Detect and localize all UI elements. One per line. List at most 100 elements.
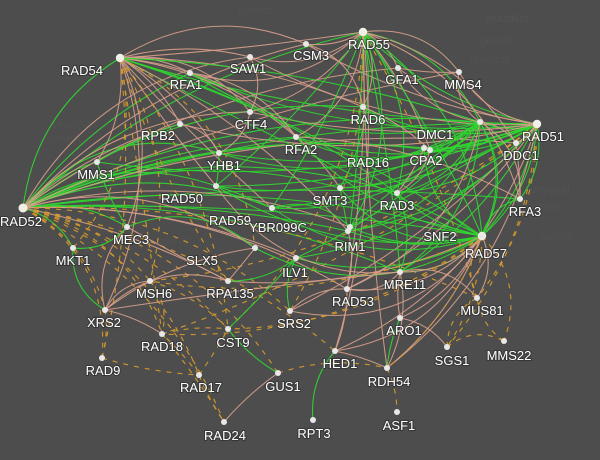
graph-node-ilv1[interactable] bbox=[293, 255, 299, 261]
graph-edge bbox=[149, 280, 229, 330]
graph-edge bbox=[277, 362, 388, 374]
graph-node-rad54[interactable] bbox=[115, 53, 125, 63]
graph-node-yhb1[interactable] bbox=[216, 150, 222, 156]
graph-node-rad51[interactable] bbox=[532, 119, 542, 129]
graph-edge bbox=[397, 67, 460, 73]
graph-node-rad24[interactable] bbox=[221, 419, 227, 425]
graph-node-rdh54[interactable] bbox=[384, 365, 390, 371]
graph-node-csm3[interactable] bbox=[303, 41, 309, 47]
graph-edge bbox=[227, 257, 297, 330]
graph-node-rpa135[interactable] bbox=[225, 278, 231, 284]
graph-node-rpb2[interactable] bbox=[177, 121, 183, 127]
graph-node-rad52[interactable] bbox=[18, 203, 28, 213]
node-label-rpb2: RPB2 bbox=[141, 128, 175, 143]
graph-node-rad3[interactable] bbox=[394, 190, 400, 196]
graph-node-msh6[interactable] bbox=[147, 278, 153, 284]
node-layer[interactable] bbox=[18, 27, 542, 425]
graph-edge bbox=[295, 136, 521, 200]
graph-node-mms4[interactable] bbox=[456, 69, 462, 75]
graph-node-rad16[interactable] bbox=[427, 147, 433, 153]
graph-edge bbox=[362, 31, 483, 237]
watermark-label: genetic bbox=[238, 5, 274, 17]
graph-edge bbox=[72, 247, 106, 311]
graph-edge bbox=[362, 106, 481, 133]
graph-edge bbox=[119, 57, 398, 194]
graph-edge bbox=[22, 31, 364, 209]
graph-edge bbox=[104, 280, 151, 311]
node-label-layer: RAD54 RFA1 SAW1 CSM3 RAD55 GFA1 MMS4 RPB2 CTF4 RA… bbox=[0, 36, 565, 444]
graph-node-rim1[interactable] bbox=[345, 228, 351, 234]
graph-node-cst9[interactable] bbox=[225, 326, 231, 332]
graph-edge bbox=[347, 121, 481, 232]
graph-node-sgs1[interactable] bbox=[444, 344, 450, 350]
node-label-rfa1: RFA1 bbox=[170, 77, 203, 92]
graph-edge bbox=[399, 235, 483, 319]
graph-node-mkt1[interactable] bbox=[70, 245, 76, 251]
node-label-snf2: SNF2 bbox=[423, 229, 456, 244]
graph-edge bbox=[22, 207, 291, 312]
graph-edge bbox=[119, 57, 481, 123]
graph-node-mre11[interactable] bbox=[397, 269, 403, 275]
graph-node-rad50[interactable] bbox=[213, 183, 219, 189]
graph-node-mec3[interactable] bbox=[124, 224, 130, 230]
graph-edge bbox=[470, 235, 483, 299]
node-label-yhb1: YHB1 bbox=[207, 158, 241, 173]
graph-node-mms22[interactable] bbox=[501, 338, 507, 344]
graph-node-smt3[interactable] bbox=[337, 185, 343, 191]
graph-node-cpa2[interactable] bbox=[421, 145, 427, 151]
graph-edge bbox=[289, 31, 364, 312]
graph-edge bbox=[22, 207, 336, 352]
graph-node-rad59[interactable] bbox=[269, 205, 275, 211]
graph-edge bbox=[149, 280, 165, 335]
graph-node-gus1[interactable] bbox=[275, 370, 281, 376]
graph-node-rfa3[interactable] bbox=[517, 196, 523, 202]
graph-edge bbox=[362, 106, 431, 151]
graph-node-rad9[interactable] bbox=[99, 355, 105, 361]
graph-node-asf1[interactable] bbox=[394, 409, 400, 415]
graph-node-srs2[interactable] bbox=[287, 308, 293, 314]
graph-edge bbox=[227, 328, 279, 374]
graph-node-rad55[interactable] bbox=[358, 27, 368, 37]
graph-edge bbox=[386, 123, 538, 369]
node-label-rad52: RAD52 bbox=[0, 214, 42, 229]
graph-node-rad17[interactable] bbox=[196, 372, 202, 378]
node-label-ilv1: ILV1 bbox=[282, 265, 308, 280]
graph-edge bbox=[223, 372, 279, 423]
graph-node-xrs2[interactable] bbox=[102, 307, 108, 313]
graph-node-rfa2[interactable] bbox=[293, 134, 299, 140]
graph-node-mms1[interactable] bbox=[94, 159, 100, 165]
graph-node-mus81[interactable] bbox=[474, 295, 480, 301]
graph-node-rad18[interactable] bbox=[159, 331, 165, 337]
graph-node-rfa1[interactable] bbox=[187, 70, 193, 76]
node-label-msh6: MSH6 bbox=[136, 286, 172, 301]
graph-node-ddc1[interactable] bbox=[513, 140, 519, 146]
node-label-rim1: RIM1 bbox=[334, 239, 365, 254]
graph-node-gfa1[interactable] bbox=[395, 65, 401, 71]
node-label-ddc1: DDC1 bbox=[503, 148, 538, 163]
graph-edge bbox=[161, 235, 483, 336]
node-label-rad57: RAD57 bbox=[465, 246, 507, 261]
node-label-rad53: RAD53 bbox=[332, 294, 374, 309]
graph-edge bbox=[218, 121, 481, 169]
graph-node-hed1[interactable] bbox=[332, 348, 338, 354]
graph-node-rad6[interactable] bbox=[360, 104, 366, 110]
graph-node-slx5[interactable] bbox=[252, 245, 258, 251]
graph-edge bbox=[149, 235, 483, 290]
graph-node-dmc1[interactable] bbox=[477, 119, 483, 125]
graph-edge bbox=[305, 43, 538, 125]
graph-node-rad57[interactable] bbox=[479, 233, 485, 239]
node-label-dmc1: DMC1 bbox=[417, 127, 454, 142]
graph-edge bbox=[362, 31, 388, 369]
graph-edge bbox=[104, 247, 256, 311]
graph-node-ctf4[interactable] bbox=[247, 109, 253, 115]
graph-node-rad53[interactable] bbox=[344, 286, 350, 292]
graph-node-aro1[interactable] bbox=[397, 315, 403, 321]
watermark-label: genetic bbox=[52, 256, 88, 268]
graph-node-rpt3[interactable] bbox=[310, 417, 316, 423]
watermark-label: yeastNet bbox=[196, 291, 239, 303]
node-label-ybr099c: YBR099C bbox=[249, 220, 307, 235]
graph-node-saw1[interactable] bbox=[247, 54, 253, 60]
graph-edge bbox=[22, 190, 351, 228]
